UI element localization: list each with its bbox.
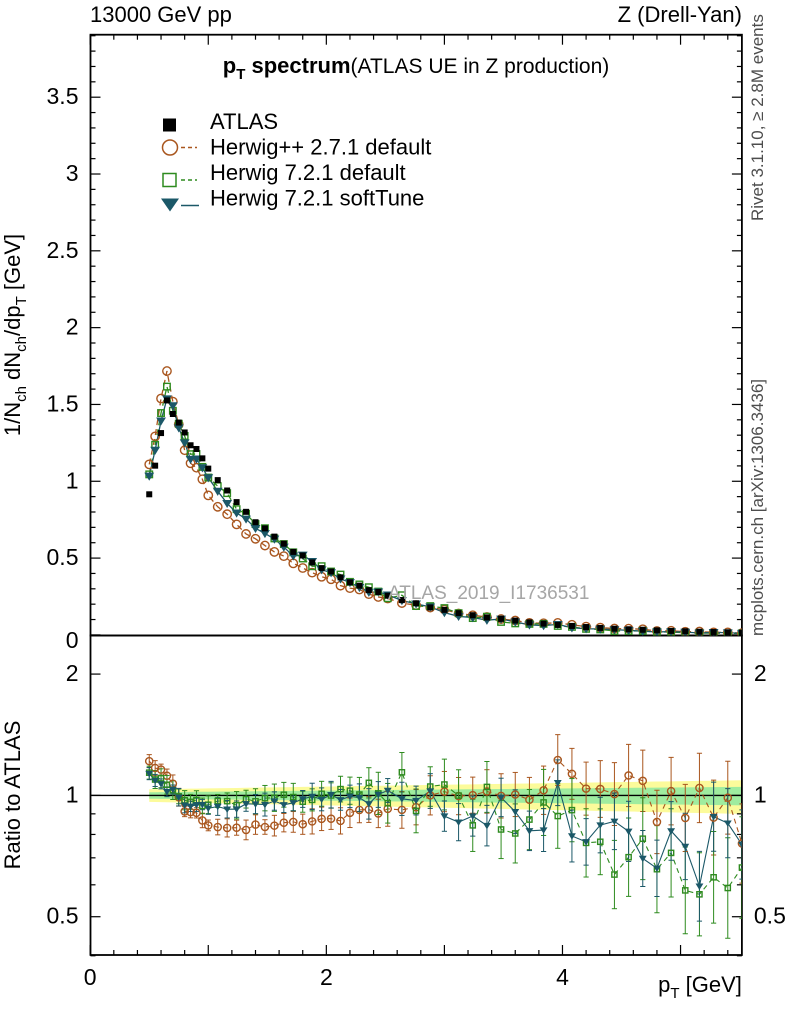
svg-text:0: 0 [66,627,79,653]
svg-text:2: 2 [66,314,79,340]
svg-text:2: 2 [66,660,79,686]
svg-text:Herwig++ 2.7.1 default: Herwig++ 2.7.1 default [210,135,431,160]
svg-text:ATLAS: ATLAS [210,109,278,134]
svg-text:0.5: 0.5 [754,903,786,929]
svg-text:1.5: 1.5 [47,390,79,416]
svg-text:0.5: 0.5 [47,903,79,929]
svg-text:4: 4 [556,964,569,990]
svg-text:2.5: 2.5 [47,237,79,263]
svg-text:ATLAS_2019_I1736531: ATLAS_2019_I1736531 [388,583,589,604]
svg-text:Herwig 7.2.1 default: Herwig 7.2.1 default [210,160,406,185]
svg-text:2: 2 [320,964,333,990]
svg-text:0: 0 [84,964,97,990]
svg-text:2: 2 [754,660,767,686]
svg-text:Z (Drell-Yan): Z (Drell-Yan) [618,2,742,27]
svg-text:Ratio to ATLAS: Ratio to ATLAS [0,721,25,870]
svg-text:13000 GeV pp: 13000 GeV pp [90,2,232,27]
svg-text:1: 1 [754,781,767,807]
svg-text:Rivet 3.1.10, ≥ 2.8M events: Rivet 3.1.10, ≥ 2.8M events [748,14,767,221]
svg-text:3: 3 [66,160,79,186]
svg-text:Herwig 7.2.1 softTune: Herwig 7.2.1 softTune [210,186,424,211]
svg-text:3.5: 3.5 [47,83,79,109]
svg-text:0.5: 0.5 [47,544,79,570]
svg-text:1: 1 [66,467,79,493]
svg-text:1: 1 [66,781,79,807]
svg-text:mcplots.cern.ch [arXiv:1306.34: mcplots.cern.ch [arXiv:1306.3436] [748,379,767,636]
